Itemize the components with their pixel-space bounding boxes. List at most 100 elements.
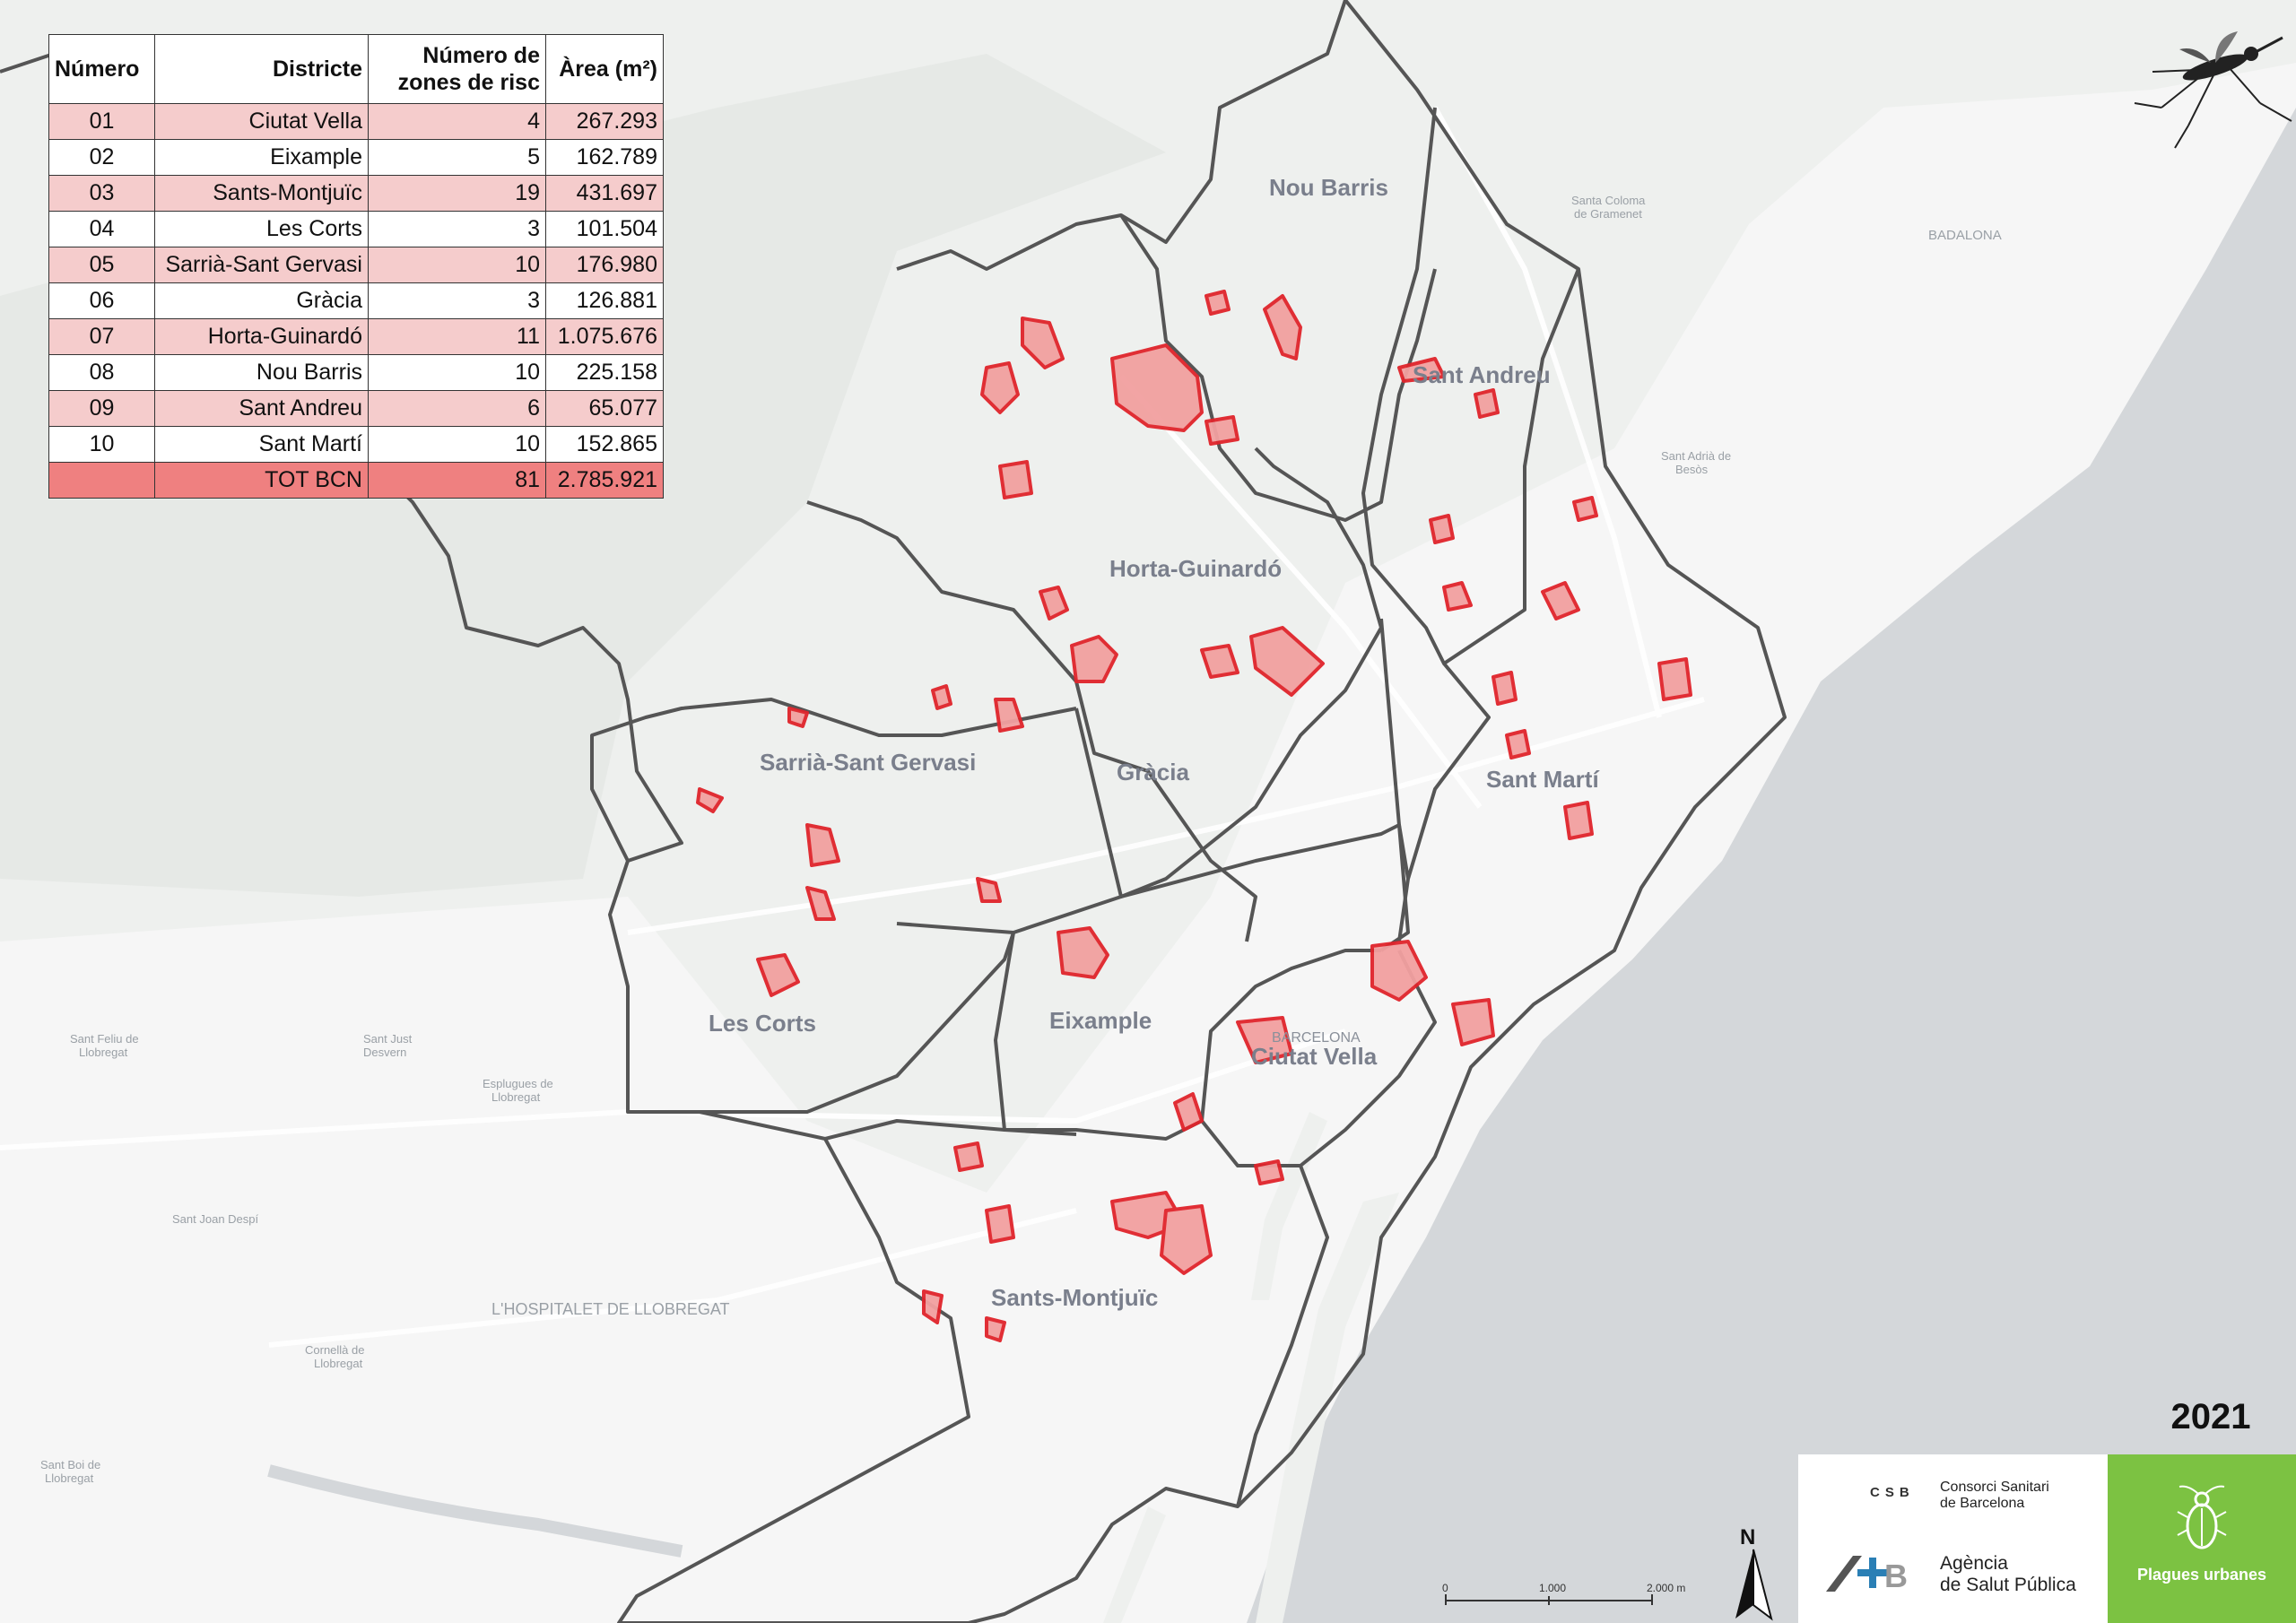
cell-total-empty (48, 462, 155, 499)
table-row: 07 Horta-Guinardó 11 1.075.676 (48, 318, 664, 355)
label-eixample: Eixample (1049, 1007, 1152, 1034)
cell-zones: 3 (368, 282, 546, 319)
table-row: 04 Les Corts 3 101.504 (48, 211, 664, 247)
risk-zone (931, 684, 952, 710)
table-row: 09 Sant Andreu 6 65.077 (48, 390, 664, 427)
cockroach-icon (2177, 1485, 2227, 1549)
risk-zone (1236, 1016, 1293, 1064)
border-north (896, 0, 1347, 271)
place-sant-adria-2: Besòs (1675, 463, 1709, 476)
risk-zone (985, 1204, 1015, 1244)
label-nou-barris: Nou Barris (1269, 174, 1388, 201)
place-cornella-2: Llobregat (314, 1357, 363, 1370)
place-sant-feliu-2: Llobregat (79, 1046, 128, 1059)
table-row: 08 Nou Barris 10 225.158 (48, 354, 664, 391)
cell-numero: 10 (48, 426, 155, 463)
scale-label-0: 0 (1442, 1582, 1448, 1594)
plagues-urbanes-panel: Plagues urbanes (2108, 1454, 2296, 1623)
place-sant-joan: Sant Joan Despí (172, 1212, 259, 1226)
label-horta-guinardo: Horta-Guinardó (1109, 555, 1282, 582)
risk-zone (922, 1289, 944, 1324)
place-santa-coloma-2: de Gramenet (1574, 207, 1642, 221)
header-zones-line2: zones de risc (397, 70, 540, 95)
table-total-row: TOT BCN 81 2.785.921 (48, 462, 664, 499)
table-header-row: Número Districte Número de zones de risc … (48, 34, 664, 104)
cell-districte: Les Corts (154, 211, 369, 247)
border-lescorts (700, 932, 1015, 1114)
north-arrow-icon: N (1735, 1525, 1773, 1621)
risk-zone (805, 886, 836, 921)
risk-zone (1160, 1204, 1213, 1275)
risk-zone (994, 698, 1024, 733)
place-badalona: BADALONA (1928, 228, 2002, 243)
border-sants (824, 1119, 1077, 1141)
cell-zones: 19 (368, 175, 546, 212)
north-label: N (1740, 1525, 1755, 1549)
cell-districte: Horta-Guinardó (154, 318, 369, 355)
risk-zone (1563, 801, 1594, 840)
risk-zone (1200, 644, 1239, 679)
table-row: 03 Sants-Montjuïc 19 431.697 (48, 175, 664, 212)
risk-zone (805, 823, 840, 867)
header-numero: Número (48, 34, 155, 104)
risk-zone (980, 361, 1020, 414)
csb-logo: CSB (1870, 1485, 1915, 1500)
aspb-name-line2: de Salut Pública (1940, 1575, 2076, 1595)
label-sant-marti: Sant Martí (1486, 766, 1599, 793)
cell-zones: 10 (368, 247, 546, 283)
table-row: 05 Sarrià-Sant Gervasi 10 176.980 (48, 247, 664, 283)
risk-zone (1021, 317, 1065, 369)
aspb-logo-icon: B (1826, 1556, 1908, 1594)
cell-total-area: 2.785.921 (545, 462, 664, 499)
cell-zones: 4 (368, 103, 546, 140)
risk-zone (1205, 415, 1239, 446)
aspb-name-line1: Agència (1940, 1553, 2008, 1574)
label-gracia: Gràcia (1117, 759, 1189, 785)
risk-zone (1572, 496, 1598, 522)
logos-panel: CSB Consorci Sanitari de Barcelona B Agè… (1798, 1454, 2108, 1623)
place-sant-feliu: Sant Feliu de (70, 1032, 139, 1046)
cell-districte: Nou Barris (154, 354, 369, 391)
cell-districte: Ciutat Vella (154, 103, 369, 140)
cell-area: 176.980 (545, 247, 664, 283)
cell-numero: 06 (48, 282, 155, 319)
cell-districte: Sant Andreu (154, 390, 369, 427)
table-row: 02 Eixample 5 162.789 (48, 139, 664, 176)
risk-zone (985, 1316, 1006, 1342)
risk-zone (1492, 671, 1518, 706)
cell-area: 65.077 (545, 390, 664, 427)
place-sant-boi: Sant Boi de (40, 1458, 100, 1471)
risk-zone (696, 787, 724, 813)
cell-zones: 6 (368, 390, 546, 427)
cell-zones: 3 (368, 211, 546, 247)
border-sants-harbour (1236, 1165, 1329, 1507)
place-hospitalet: L'HOSPITALET DE LLOBREGAT (491, 1300, 730, 1318)
place-santa-coloma: Santa Coloma (1571, 194, 1646, 207)
risk-zone (1205, 290, 1231, 316)
label-ciutat-vella: Ciutat Vella (1251, 1043, 1378, 1070)
sea (1247, 108, 2296, 1623)
llobregat-river (267, 1464, 683, 1558)
header-districte: Districte (154, 34, 369, 104)
risk-zone (1110, 343, 1204, 432)
cell-area: 225.158 (545, 354, 664, 391)
risk-zone (1505, 729, 1531, 759)
cell-area: 152.865 (545, 426, 664, 463)
label-sarria: Sarrià-Sant Gervasi (760, 749, 976, 776)
csb-name-line1: Consorci Sanitari (1940, 1480, 2049, 1495)
risk-zone (1254, 1159, 1284, 1185)
label-barcelona: BARCELONA (1272, 1030, 1361, 1046)
label-sants-montjuic: Sants-Montjuïc (991, 1284, 1158, 1311)
cell-districte: Sants-Montjuïc (154, 175, 369, 212)
cell-numero: 09 (48, 390, 155, 427)
cell-area: 431.697 (545, 175, 664, 212)
scale-label-1000: 1.000 (1539, 1582, 1566, 1594)
cell-area: 101.504 (545, 211, 664, 247)
risk-zone (1057, 926, 1109, 979)
csb-name-line2: de Barcelona (1940, 1496, 2025, 1511)
scale-label-2000: 2.000 m (1647, 1582, 1685, 1594)
risk-zone (1429, 514, 1455, 544)
risk-zone (1451, 998, 1495, 1046)
svg-text:B: B (1884, 1558, 1908, 1594)
cell-zones: 10 (368, 354, 546, 391)
